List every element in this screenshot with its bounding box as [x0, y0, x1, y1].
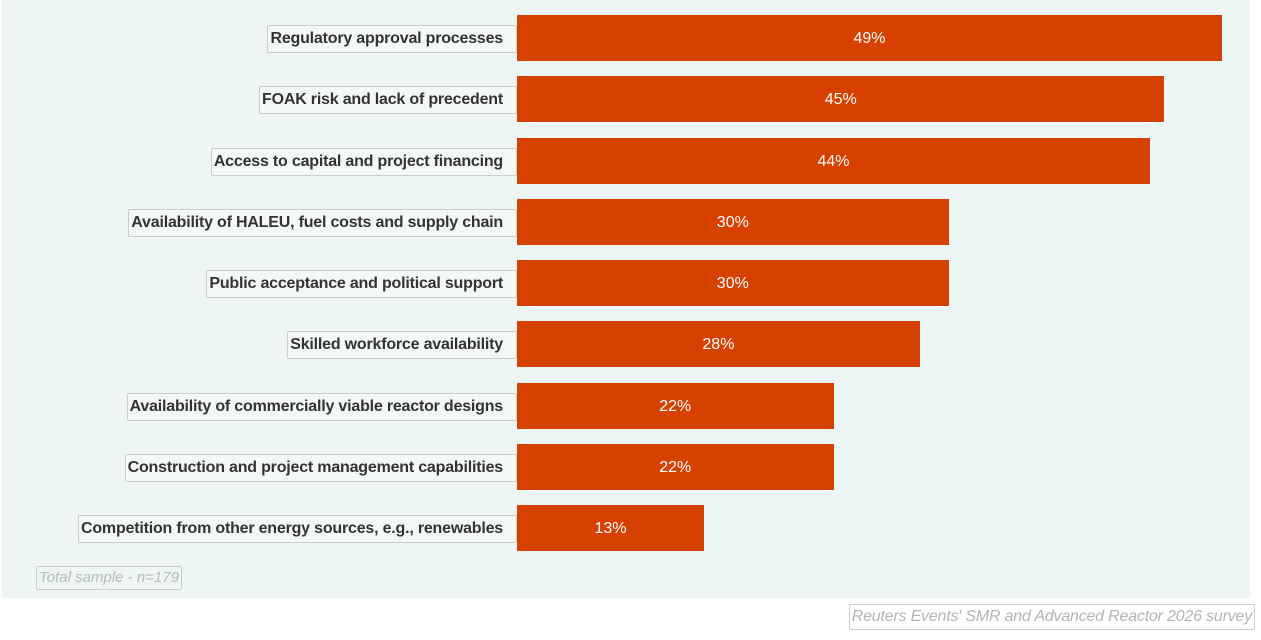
category-label: FOAK risk and lack of precedent	[259, 86, 517, 115]
bar	[517, 15, 1222, 61]
value-label: 45%	[824, 91, 857, 109]
bar	[517, 505, 705, 551]
category-label: Construction and project management capa…	[124, 453, 517, 482]
value-label: 49%	[853, 30, 886, 47]
category-label: Regulatory approval processes	[267, 25, 517, 53]
category-label: Access to capital and project financing	[210, 147, 517, 176]
source-credit: Reuters Events' SMR and Advanced Reactor…	[848, 604, 1255, 630]
bar	[517, 198, 949, 245]
bar	[517, 382, 834, 429]
category-label: Competition from other energy sources, e…	[78, 515, 517, 543]
bar	[517, 260, 949, 306]
value-label: 22%	[659, 397, 692, 415]
bar	[517, 76, 1165, 123]
value-label: 28%	[702, 336, 735, 354]
category-label: Public acceptance and political support	[206, 270, 517, 298]
bar	[517, 137, 1151, 184]
sample-note: Total sample - n=179	[36, 566, 182, 590]
bar	[517, 443, 834, 490]
value-label: 13%	[594, 520, 627, 537]
category-label: Availability of commercially viable reac…	[126, 392, 517, 421]
bar-chart: Regulatory approval processes 49% FOAK ris…	[78, 15, 1222, 551]
value-label: 30%	[716, 213, 749, 231]
bar	[517, 321, 920, 368]
value-label: 22%	[659, 458, 692, 476]
value-label: 30%	[716, 275, 749, 292]
category-label: Skilled workforce availability	[287, 331, 517, 360]
value-label: 44%	[817, 152, 850, 170]
category-label: Availability of HALEU, fuel costs and su…	[128, 208, 517, 237]
